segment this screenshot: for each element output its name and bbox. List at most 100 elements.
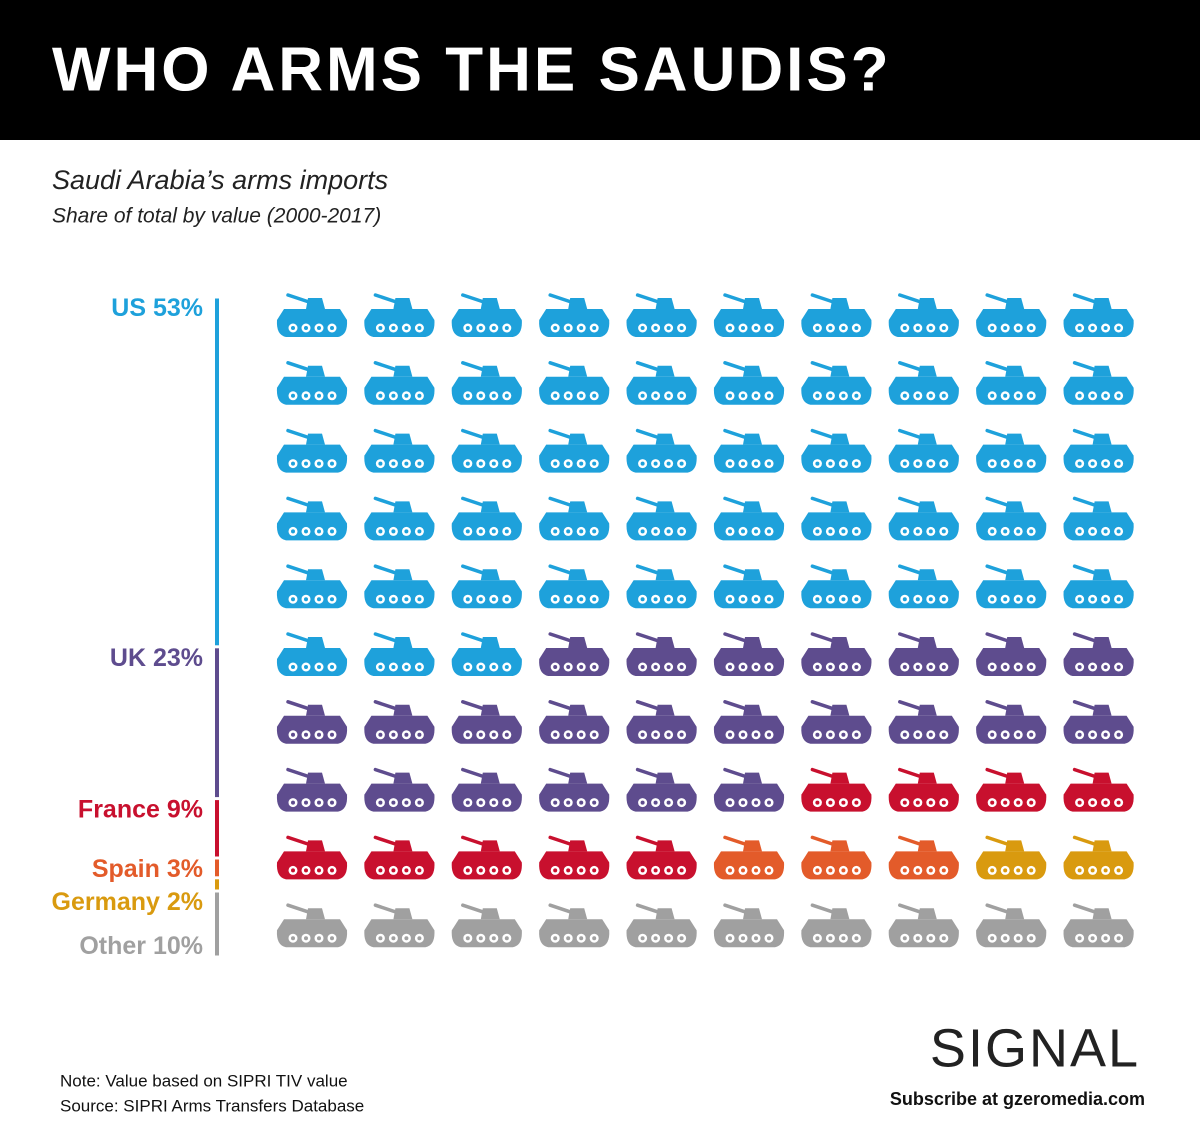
tank-body [801,715,872,744]
tank-hub [828,597,833,602]
tank-body [713,648,785,676]
tank-body [276,715,348,744]
tank-hub [1116,529,1121,534]
tank-hub [391,461,396,466]
tank-hub [941,868,946,873]
tank-turret [830,433,850,445]
tank-hub [1077,461,1082,466]
tank-hub [417,732,422,737]
tank-hub [1103,800,1108,805]
tank-hub [391,732,396,737]
tank-hub [304,461,308,466]
legend-bar [215,648,219,798]
tank-hub [854,732,859,737]
tank-hub [378,800,383,805]
tank [539,428,610,473]
tank-body [364,444,435,473]
tank-hub [1016,936,1021,941]
tank-hub [828,326,833,330]
tank [364,496,435,541]
tank-hub [754,665,758,669]
tank-hub [391,936,396,941]
logo: SIGNAL [930,1018,1140,1078]
tank-hub [1077,800,1082,805]
tank-body [539,444,610,473]
tank-hub [679,529,684,534]
tank-body [976,715,1047,744]
tank-hub [915,732,920,737]
tank [451,564,522,609]
tank-hub [741,868,745,873]
tank-hub [653,665,658,669]
tank [888,428,959,473]
tank-turret [306,298,325,309]
tank-hub [566,868,571,873]
legend-label: Other 10% [79,932,203,960]
tank-hub [592,732,597,737]
tank-hub [330,529,334,534]
tank [713,496,785,541]
tank-turret [568,704,588,716]
tank-hub [1103,868,1108,873]
tank-hub [391,393,396,398]
subtitle-2: Share of total by value (2000-2017) [52,205,381,228]
tank-hub [1103,393,1108,398]
tank-hub [1029,800,1034,805]
tank-body [451,715,522,744]
tank-body [801,648,872,676]
tank-body [276,444,348,473]
tank-hub [767,393,771,398]
tank-turret [1092,704,1112,716]
tank-body [713,783,785,812]
tank-hub [1103,732,1108,737]
tank-hub [928,326,933,330]
tank-hub [815,326,820,330]
tank-hub [378,461,383,466]
tank-hub [767,732,771,737]
tank-body [888,512,959,541]
tank-hub [679,461,684,466]
tank-turret [480,569,500,581]
tank-hub [317,732,321,737]
tank-hub [417,529,422,534]
tank-hub [579,326,584,330]
tank-turret [917,365,937,377]
tank-hub [754,461,758,466]
tank-body [801,444,872,473]
note: Note: Value based on SIPRI TIV value [60,1071,348,1090]
tank-hub [1077,868,1082,873]
tank-hub [1029,393,1034,398]
tank-hub [491,529,496,534]
tank-turret [655,908,675,920]
tank-hub [1016,868,1021,873]
tank-hub [291,326,295,330]
tank-body [539,715,610,744]
tank-turret [1005,637,1025,648]
tank-body [888,648,959,676]
tank-hub [592,529,597,534]
tank-hub [915,868,920,873]
tank-turret [1092,772,1112,784]
tank-body [451,851,522,880]
tank [976,564,1047,609]
tank-body [451,309,522,337]
tank-hub [330,597,334,602]
legend-name: France [78,795,160,823]
tank [451,632,522,676]
tank-hub [902,665,907,669]
tank-hub [941,326,946,330]
tank-hub [465,461,470,466]
tank-hub [990,868,995,873]
tank-hub [815,529,820,534]
tank-hub [1016,732,1021,737]
tank-hub [1077,529,1082,534]
tank-hub [465,800,470,805]
tank-hub [404,529,409,534]
tank-hub [404,732,409,737]
tank-turret [480,501,500,513]
tank-hub [1103,936,1108,941]
legend-name: Germany [52,888,160,916]
tank-hub [291,936,295,941]
tank [364,835,435,880]
tank-hub [1090,393,1095,398]
